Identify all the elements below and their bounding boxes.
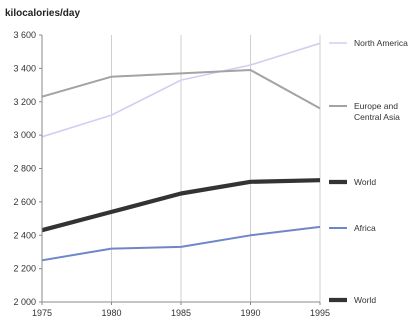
series-line-world xyxy=(41,178,321,233)
y-tick-label: 2 000 xyxy=(13,297,36,307)
x-tick-label: 1990 xyxy=(240,308,260,318)
x-tick-label: 1985 xyxy=(171,308,191,318)
y-tick-label: 2 200 xyxy=(13,264,36,274)
legend-item: World xyxy=(329,177,376,187)
legend-label: North America xyxy=(354,38,408,48)
legend-label: Europe and xyxy=(354,101,398,111)
y-tick-label: 3 000 xyxy=(13,130,36,140)
series-line-europe-and-central-asia xyxy=(41,69,321,110)
x-tick-label: 1975 xyxy=(32,308,52,318)
legend-item: Africa xyxy=(329,223,376,233)
y-tick-label: 3 400 xyxy=(13,63,36,73)
y-tick-label: 3 600 xyxy=(13,30,36,40)
series-layer xyxy=(41,42,321,262)
series-line-africa xyxy=(41,225,321,262)
legend-item: World xyxy=(329,295,376,305)
legend-label: World xyxy=(354,295,376,305)
legend-label: Central Asia xyxy=(354,112,400,122)
legend-item: North America xyxy=(329,38,408,48)
y-tick-label: 2 800 xyxy=(13,164,36,174)
axis-layer: 2 000 2 200 2 400 2 600 2 800 3 000 3 200 3 400… xyxy=(13,30,330,318)
x-tick-label: 1995 xyxy=(310,308,330,318)
legend-label: World xyxy=(354,177,376,187)
y-tick-label: 2 400 xyxy=(13,230,36,240)
x-tick-label: 1980 xyxy=(101,308,121,318)
y-tick-label: 3 200 xyxy=(13,97,36,107)
series-line-north-america xyxy=(41,42,321,138)
y-tick-label: 2 600 xyxy=(13,197,36,207)
y-unit-label: kilocalories/day xyxy=(5,8,80,19)
legend-label: Africa xyxy=(354,223,376,233)
